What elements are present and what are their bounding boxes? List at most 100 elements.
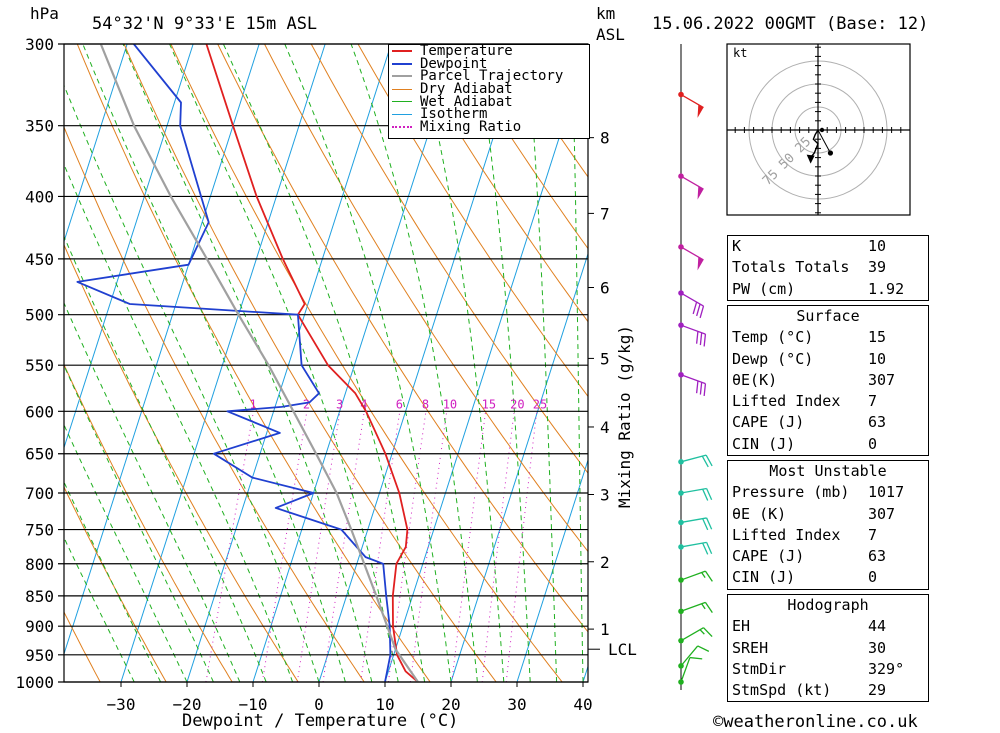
row-value: 0 xyxy=(868,434,878,453)
pressure-tick-label: 750 xyxy=(25,521,54,540)
wind-barb-shaft xyxy=(680,657,691,683)
wind-barb-half-flag xyxy=(701,603,706,610)
row-value: 307 xyxy=(868,370,896,389)
pressure-tick-label: 300 xyxy=(25,35,54,54)
wind-barb xyxy=(680,570,713,582)
wind-barb-flag xyxy=(699,332,703,346)
mixing-ratio-label: 4 xyxy=(360,397,367,411)
pressure-tick-label: 350 xyxy=(25,117,54,136)
mixing-ratio-label: 15 xyxy=(482,397,496,411)
pressure-tick-label: 500 xyxy=(25,306,54,325)
wind-barb xyxy=(680,292,705,319)
x-tick-label: 0 xyxy=(314,695,324,714)
wind-barb-shaft xyxy=(680,93,704,109)
isotherm-line xyxy=(450,252,588,682)
isotherm-line xyxy=(516,458,588,682)
table-row: θE(K) 307 xyxy=(728,370,928,391)
wind-barb-pennant xyxy=(697,104,704,118)
section-title: Hodograph xyxy=(787,596,869,614)
mixing-ratio-line xyxy=(451,411,487,682)
wet-adiabat-line xyxy=(64,480,162,682)
wind-barb-shaft xyxy=(680,175,704,190)
pressure-tick-label: 550 xyxy=(25,356,54,375)
km-tick-label: 3 xyxy=(600,486,610,505)
wind-level-dot xyxy=(678,91,684,98)
row-label: Lifted Index xyxy=(732,525,841,544)
wet-adiabat-line xyxy=(416,44,505,682)
wind-barb-flag xyxy=(695,380,699,394)
pressure-tick-label: 850 xyxy=(25,587,54,606)
legend-swatch xyxy=(392,88,412,90)
wind-barb-pennant xyxy=(697,256,704,271)
row-value: 15 xyxy=(868,328,887,347)
wind-barb-flag xyxy=(697,645,710,652)
wind-barb-shaft xyxy=(680,517,707,524)
table-row: StmDir 329° xyxy=(728,659,928,680)
wet-adiabat-line xyxy=(64,163,294,682)
pressure-tick-label: 900 xyxy=(25,617,54,636)
table-row: Totals Totals 39 xyxy=(728,257,928,278)
wind-barb-flag xyxy=(704,601,713,613)
wind-barb xyxy=(680,645,710,667)
dry-adiabat-line xyxy=(217,44,588,633)
mixing-ratio-line xyxy=(481,411,515,682)
mixing-ratio-label: 2 xyxy=(303,397,310,411)
wind-barb-flag xyxy=(702,488,709,501)
mixing-ratio-line xyxy=(296,411,341,682)
wet-adiabat-line xyxy=(571,44,584,682)
wind-barb-shaft xyxy=(680,601,706,612)
y-unit-label: hPa xyxy=(30,4,59,23)
hodograph-trace xyxy=(810,129,819,159)
legend-swatch xyxy=(392,50,412,53)
legend-item-wet-adiabat: Wet Adiabat xyxy=(389,93,589,110)
mixing-ratio-label: 3 xyxy=(336,397,343,411)
table-row: K 10 xyxy=(728,236,928,257)
x-tick-label: 40 xyxy=(573,695,592,714)
wind-barb-shaft xyxy=(680,374,706,385)
row-value: 307 xyxy=(868,504,896,523)
table-row: Temp (°C) 15 xyxy=(728,327,928,348)
km-tick-label: 4 xyxy=(600,418,610,437)
pressure-tick-label: 950 xyxy=(25,646,54,665)
x-tick-label: 30 xyxy=(507,695,526,714)
wind-barb-shaft xyxy=(680,487,707,494)
x-tick-label: −20 xyxy=(173,695,202,714)
wind-barb-shaft xyxy=(680,570,706,581)
wind-barb-flag xyxy=(706,542,713,554)
table-row: CAPE (J) 63 xyxy=(728,412,928,433)
wind-barb-flag xyxy=(703,334,707,347)
table-row: EH 44 xyxy=(728,616,928,637)
dry-adiabat-line xyxy=(920,44,1000,682)
wind-barb xyxy=(680,656,703,683)
dry-adiabat-line xyxy=(451,44,588,250)
asl-label: ASL xyxy=(596,25,625,44)
isotherm-line xyxy=(384,45,588,682)
row-value: 39 xyxy=(868,258,887,277)
mixing-ratio-line xyxy=(505,411,538,682)
row-value: 7 xyxy=(868,525,878,544)
row-label: StmDir xyxy=(732,659,787,678)
wind-barb-flag xyxy=(696,303,701,317)
table-row: CIN (J) 0 xyxy=(728,567,928,588)
legend-item-isotherm: Isotherm xyxy=(389,107,589,121)
legend-label: Wet Adiabat xyxy=(420,93,513,110)
legend-label: Parcel Trajectory xyxy=(420,68,564,85)
mixing-ratio-label: 1 xyxy=(249,397,256,411)
wind-barb-flag xyxy=(701,455,709,468)
km-tick-label: 8 xyxy=(600,129,610,148)
legend-item-parcel: Parcel Trajectory xyxy=(389,68,589,85)
plot-frame xyxy=(63,43,589,683)
wind-barb xyxy=(680,246,704,271)
row-label: CIN (J) xyxy=(732,434,796,453)
legend-label: Dry Adiabat xyxy=(420,81,513,98)
wind-level-dot xyxy=(678,490,684,496)
row-label: CAPE (J) xyxy=(732,547,805,566)
wind-barb-flag xyxy=(695,331,699,344)
wind-barb-shaft xyxy=(680,246,704,261)
dry-adiabat-line xyxy=(64,125,365,682)
wind-barb-shaft xyxy=(680,627,704,642)
row-value: 7 xyxy=(868,392,878,411)
row-value: 63 xyxy=(868,413,887,432)
km-label: km xyxy=(596,4,615,23)
